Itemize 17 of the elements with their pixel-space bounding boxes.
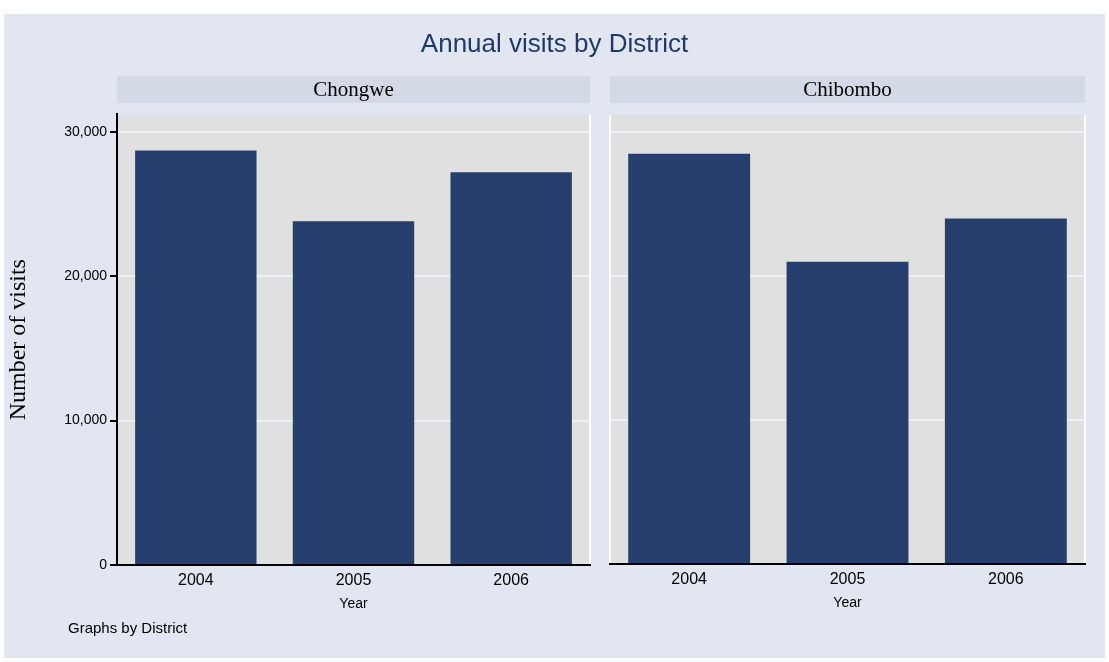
y-tick-label: 30,000 — [64, 122, 108, 139]
x-axis-title: Year — [833, 594, 862, 611]
chart-subtitle: Chongwe — [117, 76, 590, 103]
x-tick-label: 2005 — [829, 570, 866, 588]
x-tick-label: 2006 — [493, 571, 530, 589]
y-tick-label: 10,000 — [64, 411, 108, 428]
chart-title: Annual visits by District — [419, 28, 690, 59]
x-tick-label: 2006 — [988, 570, 1024, 588]
y-axis-title: Number of visits — [3, 259, 30, 421]
text: Graphs by District — [68, 619, 188, 636]
y-tick-label: 20,000 — [64, 267, 108, 284]
y-tick-label: 0 — [99, 555, 108, 572]
x-axis-title: Year — [339, 595, 368, 612]
x-tick-label: 2005 — [335, 571, 372, 589]
chart-subtitle: Chibombo — [610, 76, 1085, 103]
x-tick-label: 2004 — [178, 571, 214, 589]
x-tick-label: 2004 — [671, 570, 708, 588]
